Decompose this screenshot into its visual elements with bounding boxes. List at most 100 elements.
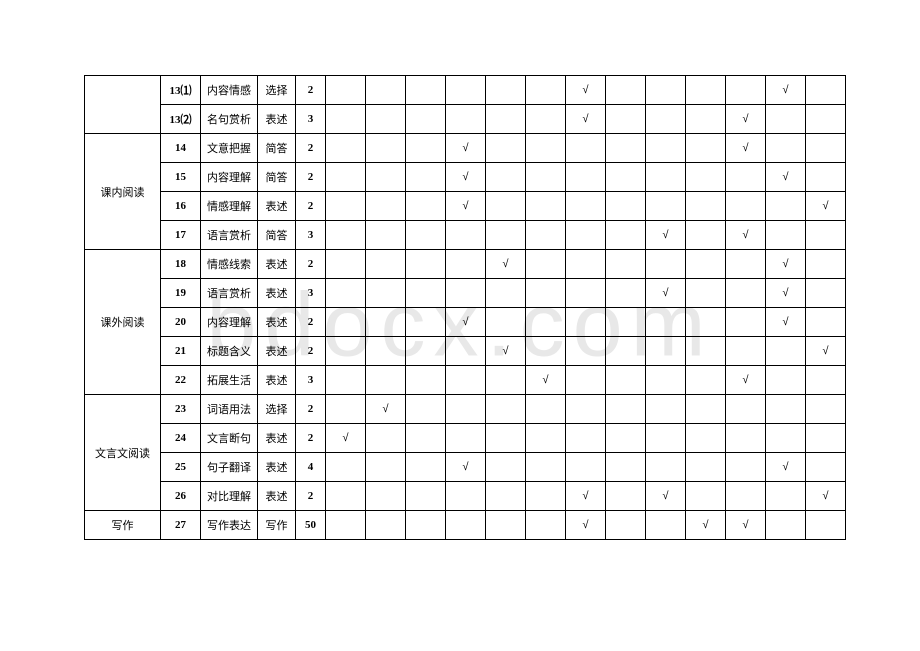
check-cell xyxy=(326,395,366,424)
check-cell xyxy=(566,395,606,424)
check-cell xyxy=(606,511,646,540)
check-cell xyxy=(526,279,566,308)
check-cell xyxy=(646,105,686,134)
check-cell xyxy=(326,192,366,221)
check-cell xyxy=(806,366,846,395)
topic-cell: 语言赏析 xyxy=(201,279,258,308)
check-cell xyxy=(366,511,406,540)
topic-cell: 拓展生活 xyxy=(201,366,258,395)
check-cell xyxy=(326,453,366,482)
check-cell xyxy=(806,221,846,250)
check-cell xyxy=(766,511,806,540)
check-cell xyxy=(566,308,606,337)
check-cell xyxy=(566,250,606,279)
check-cell xyxy=(806,424,846,453)
check-cell xyxy=(366,163,406,192)
number-cell: 25 xyxy=(161,453,201,482)
number-cell: 19 xyxy=(161,279,201,308)
check-cell xyxy=(646,163,686,192)
check-cell xyxy=(726,279,766,308)
check-cell xyxy=(326,511,366,540)
check-cell xyxy=(646,395,686,424)
check-cell: √ xyxy=(446,453,486,482)
check-cell xyxy=(366,482,406,511)
check-cell xyxy=(766,105,806,134)
check-cell xyxy=(446,337,486,366)
check-cell xyxy=(526,482,566,511)
check-cell xyxy=(606,337,646,366)
check-cell xyxy=(686,395,726,424)
number-cell: 18 xyxy=(161,250,201,279)
check-cell xyxy=(326,134,366,163)
table-row: 13⑵名句赏析表述3√√ xyxy=(85,105,846,134)
check-cell xyxy=(406,453,446,482)
check-cell xyxy=(806,308,846,337)
check-cell xyxy=(806,453,846,482)
check-cell xyxy=(646,511,686,540)
table-row: 写作27写作表达写作50√√√ xyxy=(85,511,846,540)
topic-cell: 文言断句 xyxy=(201,424,258,453)
topic-cell: 内容理解 xyxy=(201,308,258,337)
check-cell xyxy=(686,453,726,482)
check-cell: √ xyxy=(806,192,846,221)
type-cell: 表述 xyxy=(258,424,296,453)
section-cell: 课内阅读 xyxy=(85,134,161,250)
check-cell xyxy=(606,424,646,453)
check-cell xyxy=(646,76,686,105)
check-cell xyxy=(526,308,566,337)
check-cell: √ xyxy=(766,76,806,105)
number-cell: 23 xyxy=(161,395,201,424)
check-cell xyxy=(406,105,446,134)
table-row: 26对比理解表述2√√√ xyxy=(85,482,846,511)
number-cell: 13⑵ xyxy=(161,105,201,134)
check-cell: √ xyxy=(766,250,806,279)
check-cell xyxy=(646,366,686,395)
number-cell: 20 xyxy=(161,308,201,337)
check-cell xyxy=(766,134,806,163)
check-cell xyxy=(806,279,846,308)
check-cell xyxy=(366,366,406,395)
check-cell xyxy=(326,482,366,511)
check-cell xyxy=(686,250,726,279)
table-row: 16情感理解表述2√√ xyxy=(85,192,846,221)
data-table: 13⑴内容情感选择2√√13⑵名句赏析表述3√√课内阅读14文意把握简答2√√1… xyxy=(84,75,846,540)
check-cell xyxy=(326,250,366,279)
check-cell xyxy=(726,308,766,337)
score-cell: 2 xyxy=(296,134,326,163)
number-cell: 15 xyxy=(161,163,201,192)
table-row: 25句子翻译表述4√√ xyxy=(85,453,846,482)
check-cell xyxy=(446,105,486,134)
check-cell xyxy=(566,279,606,308)
check-cell xyxy=(606,221,646,250)
check-cell xyxy=(486,366,526,395)
check-cell xyxy=(446,511,486,540)
type-cell: 表述 xyxy=(258,105,296,134)
table-row: 19语言赏析表述3√√ xyxy=(85,279,846,308)
number-cell: 22 xyxy=(161,366,201,395)
check-cell xyxy=(366,308,406,337)
check-cell: √ xyxy=(726,221,766,250)
check-cell: √ xyxy=(766,163,806,192)
check-cell xyxy=(406,482,446,511)
type-cell: 表述 xyxy=(258,337,296,366)
topic-cell: 语言赏析 xyxy=(201,221,258,250)
check-cell: √ xyxy=(766,279,806,308)
check-cell: √ xyxy=(566,511,606,540)
type-cell: 写作 xyxy=(258,511,296,540)
check-cell xyxy=(526,424,566,453)
check-cell: √ xyxy=(326,424,366,453)
check-cell: √ xyxy=(646,221,686,250)
check-cell xyxy=(526,192,566,221)
score-cell: 3 xyxy=(296,105,326,134)
table-row: 24文言断句表述2√ xyxy=(85,424,846,453)
check-cell xyxy=(366,279,406,308)
check-cell xyxy=(406,76,446,105)
type-cell: 表述 xyxy=(258,453,296,482)
type-cell: 简答 xyxy=(258,134,296,163)
check-cell: √ xyxy=(686,511,726,540)
check-cell: √ xyxy=(726,134,766,163)
check-cell xyxy=(406,163,446,192)
check-cell xyxy=(566,221,606,250)
check-cell xyxy=(606,395,646,424)
check-cell xyxy=(726,250,766,279)
